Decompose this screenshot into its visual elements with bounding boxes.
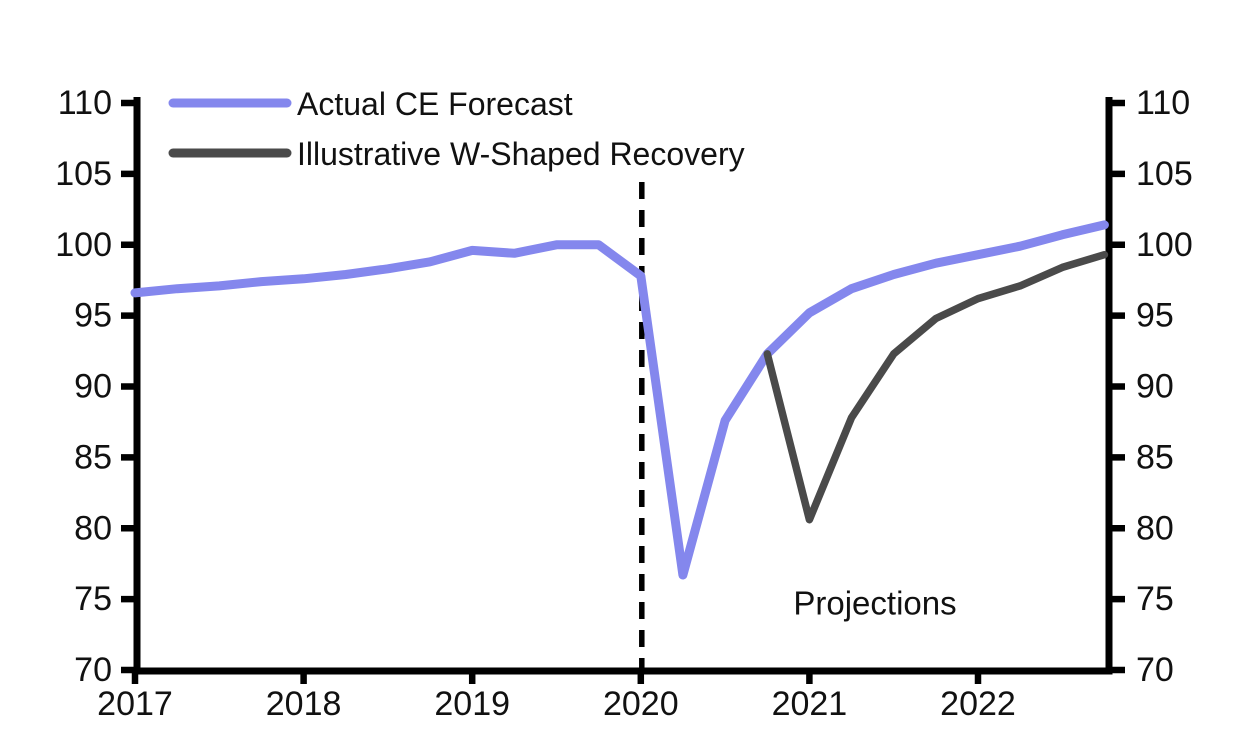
y-tick-label-right: 90 bbox=[1136, 368, 1174, 406]
series-line-actual-ce-forecast bbox=[130, 220, 1109, 580]
y-tick-label-left: 75 bbox=[74, 580, 112, 618]
y-tick-label-right: 100 bbox=[1136, 226, 1193, 264]
y-tick-label-left: 110 bbox=[58, 84, 112, 122]
y-tick-label-right: 75 bbox=[1136, 580, 1174, 618]
y-tick-label-left: 105 bbox=[55, 155, 112, 193]
legend-label-w-shaped-recovery: Illustrative W-Shaped Recovery bbox=[297, 136, 745, 172]
y-tick-label-right: 110 bbox=[1136, 84, 1190, 122]
y-tick-label-right: 105 bbox=[1136, 155, 1193, 193]
y-tick-label-left: 85 bbox=[74, 438, 112, 476]
projections-annotation: Projections bbox=[793, 585, 956, 622]
y-tick-label-right: 85 bbox=[1136, 438, 1174, 476]
y-tick-label-right: 80 bbox=[1136, 509, 1174, 547]
y-tick-label-left: 95 bbox=[74, 297, 112, 335]
x-tick-label: 2017 bbox=[97, 685, 173, 723]
x-tick-label: 2022 bbox=[940, 685, 1016, 723]
y-tick-label-left: 80 bbox=[74, 509, 112, 547]
y-tick-label-right: 95 bbox=[1136, 297, 1174, 335]
y-tick-label-left: 70 bbox=[74, 651, 112, 689]
legend-label-actual-ce-forecast: Actual CE Forecast bbox=[297, 86, 573, 122]
y-tick-label-left: 100 bbox=[55, 226, 112, 264]
x-tick-label: 2019 bbox=[434, 685, 510, 723]
x-tick-label: 2021 bbox=[772, 685, 848, 723]
x-tick-label: 2020 bbox=[603, 685, 679, 723]
series-line-illustrative-w-shaped-recovery bbox=[763, 250, 1109, 524]
y-tick-label-right: 70 bbox=[1136, 651, 1174, 689]
x-tick-label: 2018 bbox=[266, 685, 342, 723]
y-tick-label-left: 90 bbox=[74, 368, 112, 406]
